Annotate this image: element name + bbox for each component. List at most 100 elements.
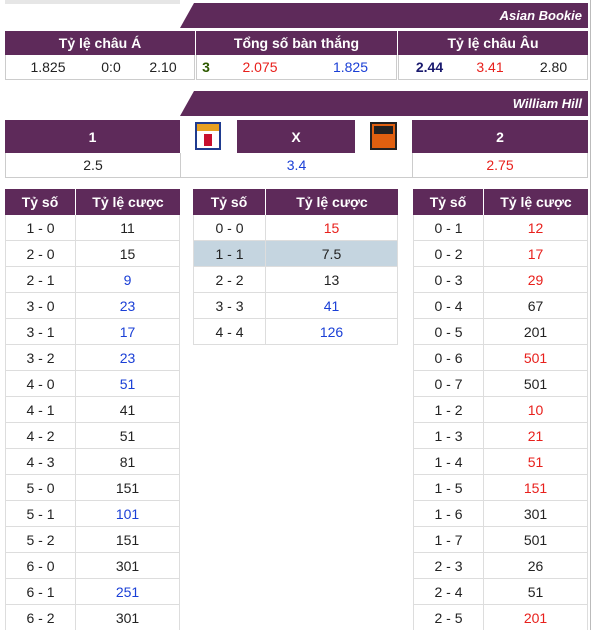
score-cell: 3 - 3	[193, 293, 265, 319]
odds-cell: 151	[75, 527, 180, 553]
score-cell: 4 - 4	[193, 319, 265, 345]
section-bar: Asian Bookie	[180, 3, 588, 28]
score-cell: 6 - 1	[5, 579, 75, 605]
section-title: Asian Bookie	[499, 8, 582, 23]
odds-cell: 15	[75, 241, 180, 267]
odds-cell: 41	[265, 293, 398, 319]
odds-cell: 51	[75, 371, 180, 397]
table-header: Tỷ lệ cược	[483, 189, 588, 215]
odds-cell: 67	[483, 293, 588, 319]
odds-cell: 81	[75, 449, 180, 475]
score-cell: 0 - 4	[413, 293, 483, 319]
odds-cell: 301	[75, 553, 180, 579]
outcome-header: X	[237, 120, 355, 153]
score-cell: 2 - 0	[5, 241, 75, 267]
score-cell: 0 - 7	[413, 371, 483, 397]
score-cell: 1 - 2	[413, 397, 483, 423]
odds-cell: 2.075	[215, 55, 305, 80]
odds-cell: 251	[75, 579, 180, 605]
odds-cell: 23	[75, 345, 180, 371]
outcome-header: 2	[412, 120, 588, 153]
team-logo-cell	[180, 120, 237, 153]
score-cell: 6 - 2	[5, 605, 75, 630]
score-cell: 2 - 3	[413, 553, 483, 579]
odds-cell: 12	[483, 215, 588, 241]
odds-cell: 13	[265, 267, 398, 293]
odds-cell: 151	[75, 475, 180, 501]
score-cell: 3 - 1	[5, 319, 75, 345]
score-cell: 1 - 3	[413, 423, 483, 449]
score-cell: 4 - 1	[5, 397, 75, 423]
odds-cell: 301	[75, 605, 180, 630]
outcome-odds: 2.75	[412, 153, 588, 178]
odds-cell: 7.5	[265, 241, 398, 267]
table-header: Tỷ số	[413, 189, 483, 215]
odds-cell: 501	[483, 527, 588, 553]
odds-cell: 15	[265, 215, 398, 241]
odds-cell: 41	[75, 397, 180, 423]
table-header: Tỷ số	[193, 189, 265, 215]
score-cell: 4 - 2	[5, 423, 75, 449]
odds-cell: 17	[75, 319, 180, 345]
team-logo-mark	[204, 134, 212, 146]
odds-cell: 29	[483, 267, 588, 293]
score-cell: 1 - 5	[413, 475, 483, 501]
odds-cell: 301	[483, 501, 588, 527]
odds-cell: 101	[75, 501, 180, 527]
team-logo-cell	[355, 120, 412, 153]
odds-cell: 3	[196, 55, 215, 80]
score-cell: 4 - 0	[5, 371, 75, 397]
column-header: Tổng số bàn thắng	[196, 31, 397, 55]
table-header: Tỷ số	[5, 189, 75, 215]
odds-cell: 10	[483, 397, 588, 423]
score-cell: 2 - 1	[5, 267, 75, 293]
odds-cell: 21	[483, 423, 588, 449]
odds-cell: 51	[75, 423, 180, 449]
odds-cell: 2.44	[398, 55, 460, 80]
score-cell: 1 - 4	[413, 449, 483, 475]
outcome-odds: 2.5	[5, 153, 180, 178]
odds-cell: 201	[483, 605, 588, 630]
odds-cell: 9	[75, 267, 180, 293]
score-cell: 5 - 2	[5, 527, 75, 553]
tab-strip	[5, 0, 180, 4]
odds-cell: 23	[75, 293, 180, 319]
score-cell: 5 - 0	[5, 475, 75, 501]
score-cell: 0 - 2	[413, 241, 483, 267]
score-cell: 2 - 5	[413, 605, 483, 630]
team-logo-mark	[374, 126, 393, 134]
score-cell: 1 - 1	[193, 241, 265, 267]
score-cell: 0 - 0	[193, 215, 265, 241]
odds-cell: 501	[483, 345, 588, 371]
score-cell: 6 - 0	[5, 553, 75, 579]
outcome-header: 1	[5, 120, 180, 153]
score-cell: 0 - 1	[413, 215, 483, 241]
odds-cell: 201	[483, 319, 588, 345]
table-header: Tỷ lệ cược	[265, 189, 398, 215]
score-cell: 5 - 1	[5, 501, 75, 527]
odds-cell: 11	[75, 215, 180, 241]
column-header: Tỷ lệ châu Á	[5, 31, 195, 55]
odds-cell: 151	[483, 475, 588, 501]
score-cell: 0 - 6	[413, 345, 483, 371]
odds-cell: 2.10	[132, 55, 195, 80]
table-header: Tỷ lệ cược	[75, 189, 180, 215]
team-logo-band	[197, 124, 219, 131]
column-header: Tỷ lệ châu Âu	[398, 31, 588, 55]
odds-cell: 0:0	[90, 55, 132, 80]
odds-cell: 2.80	[520, 55, 588, 80]
section-bar: William Hill	[180, 91, 588, 116]
odds-cell: 1.825	[5, 55, 90, 80]
score-cell: 2 - 2	[193, 267, 265, 293]
score-cell: 2 - 4	[413, 579, 483, 605]
odds-cell: 51	[483, 449, 588, 475]
score-cell: 1 - 0	[5, 215, 75, 241]
score-cell: 4 - 3	[5, 449, 75, 475]
score-cell: 1 - 6	[413, 501, 483, 527]
odds-cell: 26	[483, 553, 588, 579]
score-cell: 0 - 5	[413, 319, 483, 345]
odds-cell: 51	[483, 579, 588, 605]
section-title: William Hill	[512, 96, 582, 111]
outcome-odds: 3.4	[180, 153, 412, 178]
